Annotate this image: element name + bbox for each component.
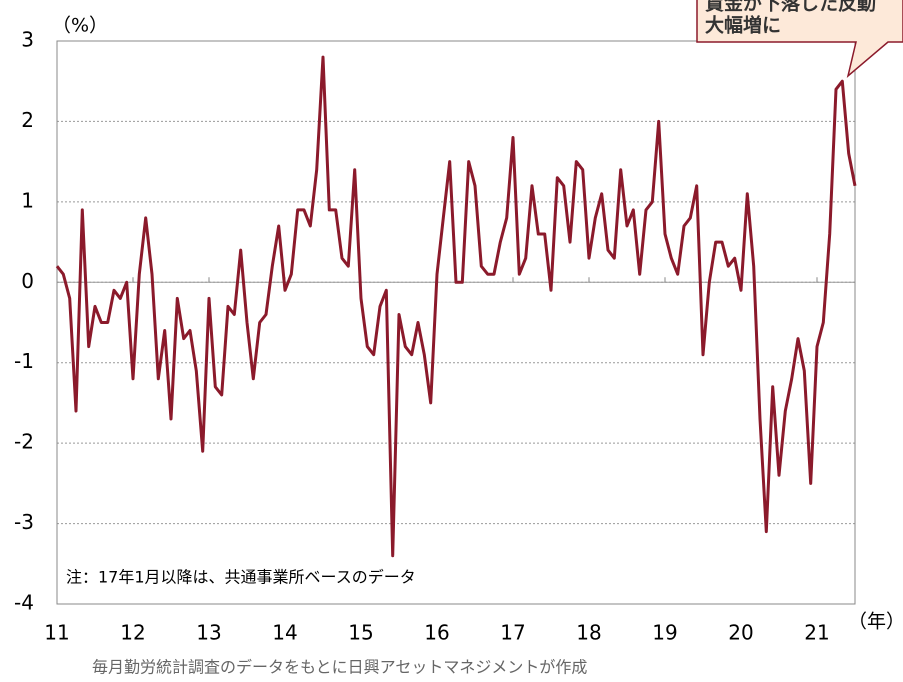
y-tick-label: 1 — [21, 188, 34, 212]
plot-frame — [56, 40, 856, 605]
x-tick-label: 20 — [728, 621, 753, 645]
x-tick-label: 19 — [652, 621, 677, 645]
x-tick-label: 14 — [272, 621, 297, 645]
y-axis-label: （%） — [52, 15, 108, 37]
y-tick-label: 0 — [21, 269, 34, 293]
x-axis-label: （年） — [848, 611, 903, 633]
x-tick-label: 12 — [120, 621, 145, 645]
source: 毎月勤労統計調査のデータをもとに日興アセットマネジメントが作成 — [92, 658, 587, 677]
note: 注：17年1月以降は、共通事業所ベースのデータ — [66, 568, 416, 587]
y-tick-label: -1 — [14, 349, 34, 373]
x-tick-label: 11 — [44, 621, 69, 645]
x-tick-label: 13 — [196, 621, 221, 645]
callout-text: 賃金が下落した反動 — [704, 0, 876, 15]
y-tick-label: 2 — [21, 108, 34, 132]
x-tick-label: 18 — [576, 621, 601, 645]
x-tick-label: 15 — [348, 621, 373, 645]
y-tick-label: -4 — [14, 591, 34, 615]
x-tick-label: 16 — [424, 621, 449, 645]
callout-text: 大幅増に — [705, 14, 781, 37]
data-line — [55, 55, 857, 558]
y-tick-label: 3 — [21, 28, 34, 52]
y-tick-label: -3 — [14, 510, 34, 534]
x-tick-label: 21 — [804, 621, 829, 645]
x-tick-label: 17 — [500, 621, 525, 645]
callout-box — [696, 0, 903, 79]
y-tick-label: -2 — [14, 430, 34, 454]
